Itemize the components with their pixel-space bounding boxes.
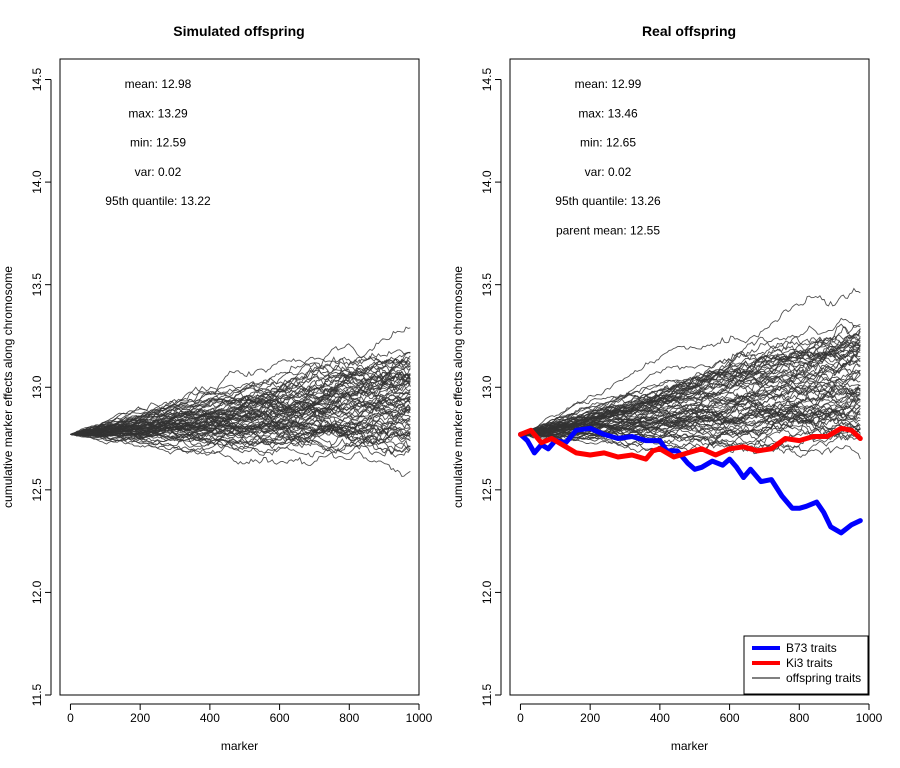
y-tick-label: 12.5 [30,478,44,502]
x-tick-label: 600 [270,711,290,725]
stat-annotation: max: 13.46 [578,106,638,120]
x-tick-label: 200 [580,711,600,725]
y-tick-label: 12.0 [480,580,494,604]
series-line-b73-traits [518,425,863,536]
offspring-line [70,391,411,435]
offspring-line [70,396,411,435]
y-tick-label: 13.0 [30,375,44,399]
x-axis: 0 200 400 600 800 1000 [67,703,433,725]
legend-entry: B73 traits [786,641,837,655]
offspring-line [70,352,411,435]
x-tick-label: 800 [789,711,809,725]
y-tick-label: 12.0 [30,580,44,604]
offspring-line [520,336,861,435]
legend-entry: Ki3 traits [786,656,833,670]
stat-annotation: mean: 12.98 [125,77,192,91]
series-line-ki3-traits [518,425,863,462]
x-tick-label: 1000 [856,711,883,725]
stats-annotations: mean: 12.98 max: 13.29 min: 12.59 var: 0.02… [105,77,211,208]
offspring-line [70,407,411,439]
offspring-line [70,369,411,435]
x-tick-label: 0 [67,711,74,725]
offspring-line [520,387,861,435]
offspring-line [520,407,861,441]
y-tick-label: 13.5 [30,273,44,297]
stat-annotation: max: 13.29 [128,106,188,120]
x-axis-label: marker [221,739,258,753]
offspring-line [520,418,861,442]
offspring-line [70,382,411,437]
y-tick-label: 11.5 [480,683,494,706]
stat-annotation: min: 12.65 [580,136,636,150]
x-tick-label: 1000 [406,711,433,725]
y-tick-label: 14.0 [480,170,494,194]
y-tick-label: 14.5 [30,68,44,92]
x-tick-label: 400 [650,711,670,725]
x-tick-label: 400 [200,711,220,725]
offspring-line [520,354,861,435]
offspring-line [520,287,861,435]
x-tick-label: 200 [130,711,150,725]
offspring-line [520,345,861,435]
y-axis-label: cumulative marker effects along chromoso… [1,266,15,508]
y-tick-label: 11.5 [30,683,44,706]
offspring-line [520,387,861,435]
stats-annotations: mean: 12.99 max: 13.46 min: 12.65 var: 0.02… [555,77,661,238]
offspring-line [70,422,411,447]
legend-entry: offspring traits [786,671,861,685]
chart-title: Real offspring [642,23,736,39]
x-axis: 0 200 400 600 800 1000 [517,703,883,725]
y-tick-label: 13.0 [480,375,494,399]
offspring-line [70,326,411,435]
offspring-line [70,424,411,449]
offspring-lines [70,326,411,477]
offspring-line [70,433,411,477]
offspring-line [70,428,411,458]
y-tick-label: 14.5 [480,68,494,92]
offspring-line [70,360,411,435]
y-tick-label: 13.5 [480,273,494,297]
offspring-line [520,344,861,435]
offspring-line [70,355,411,435]
x-tick-label: 800 [339,711,359,725]
offspring-line [520,343,861,435]
offspring-line [520,340,861,435]
offspring-line [520,346,861,435]
stat-annotation: 95th quantile: 13.22 [105,194,211,208]
offspring-line [70,370,411,435]
offspring-line [520,317,861,435]
y-tick-label: 12.5 [480,478,494,502]
x-tick-label: 600 [720,711,740,725]
plot-frame [59,58,420,696]
offspring-line [520,421,861,443]
x-tick-label: 0 [517,711,524,725]
stat-annotation: var: 0.02 [135,165,182,179]
offspring-line [70,399,411,435]
y-tick-label: 14.0 [30,170,44,194]
stat-annotation: var: 0.02 [585,165,632,179]
chart-panel-1: Simulated offspring marker cumulative mark… [1,23,433,753]
y-axis: 11.5 12.0 12.5 13.0 13.5 14.0 14.5 [480,68,502,706]
offspring-line [70,408,411,439]
x-axis-label: marker [671,739,708,753]
offspring-line [70,380,411,436]
chart-panel-2: Real offspring marker cumulative marker ef… [451,23,883,753]
offspring-line [70,372,411,435]
offspring-line [70,424,411,456]
offspring-line [520,404,861,435]
y-axis-label: cumulative marker effects along chromoso… [451,266,465,508]
stat-annotation: 95th quantile: 13.26 [555,194,661,208]
y-axis: 11.5 12.0 12.5 13.0 13.5 14.0 14.5 [30,68,52,706]
stat-annotation: min: 12.59 [130,136,186,150]
offspring-line [70,372,411,435]
offspring-line [520,373,861,436]
plot-frame [509,58,870,696]
chart-title: Simulated offspring [173,23,304,39]
stat-annotation: parent mean: 12.55 [556,224,660,238]
stat-annotation: mean: 12.99 [575,77,642,91]
